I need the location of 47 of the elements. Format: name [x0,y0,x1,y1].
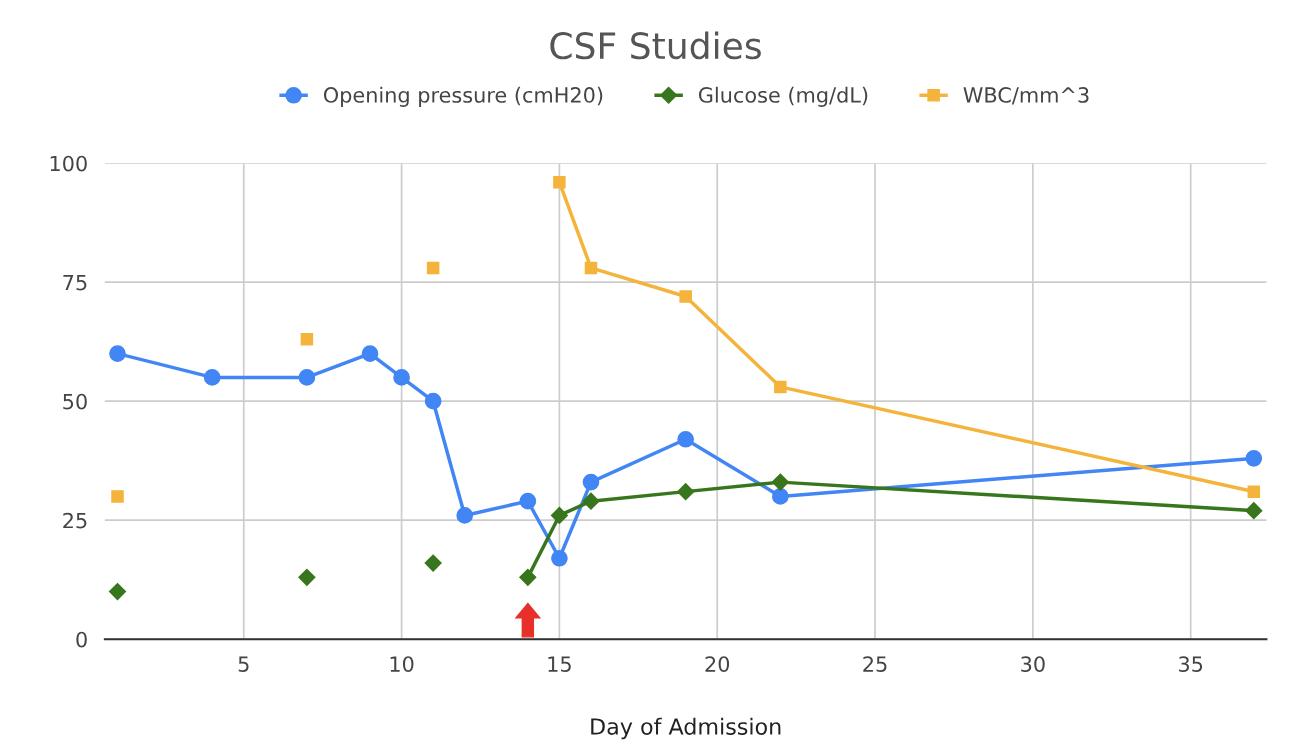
x-tick-label: 10 [390,656,414,672]
point [426,261,440,275]
point [108,583,127,601]
y-tick-label: 0 [76,631,87,648]
point [424,554,442,572]
point [551,549,568,567]
point [774,380,787,394]
point [679,290,692,303]
point [584,261,598,275]
point [771,473,789,491]
point [109,345,126,362]
chart-title: CSF Studies [550,31,761,60]
x-tick-label: 5 [238,656,249,672]
x-tick-label: 20 [705,656,730,672]
point [298,568,316,586]
x-tick-label: 15 [548,656,571,672]
x-tick-label: 30 [1021,656,1045,672]
point [677,483,695,501]
point [298,369,316,386]
point [111,490,124,503]
point [553,175,566,189]
point [582,473,600,491]
point [361,345,379,362]
point [1245,449,1263,467]
x-tick-label: 25 [863,656,887,672]
legend-label: Opening pressure (cmH20) [323,86,603,107]
point [550,506,568,524]
point [456,507,474,524]
point [582,492,600,510]
point [677,430,694,448]
point [300,333,314,346]
x-tick-label: 35 [1179,656,1203,672]
y-tick-label: 25 [63,512,87,529]
point [1245,502,1263,520]
y-tick-label: 100 [50,155,87,172]
x-axis-title: Day of Admission [591,717,781,740]
point [519,568,537,586]
point [519,492,537,510]
y-tick-label: 50 [63,393,87,410]
point [424,392,442,410]
legend-label: Glucose (mg/dL) [698,86,868,107]
point [1247,485,1261,498]
point [393,369,410,386]
point [772,488,789,505]
point [203,369,221,386]
legend-label: WBC/mm^3 [963,87,1089,105]
y-tick-label: 75 [63,274,87,291]
